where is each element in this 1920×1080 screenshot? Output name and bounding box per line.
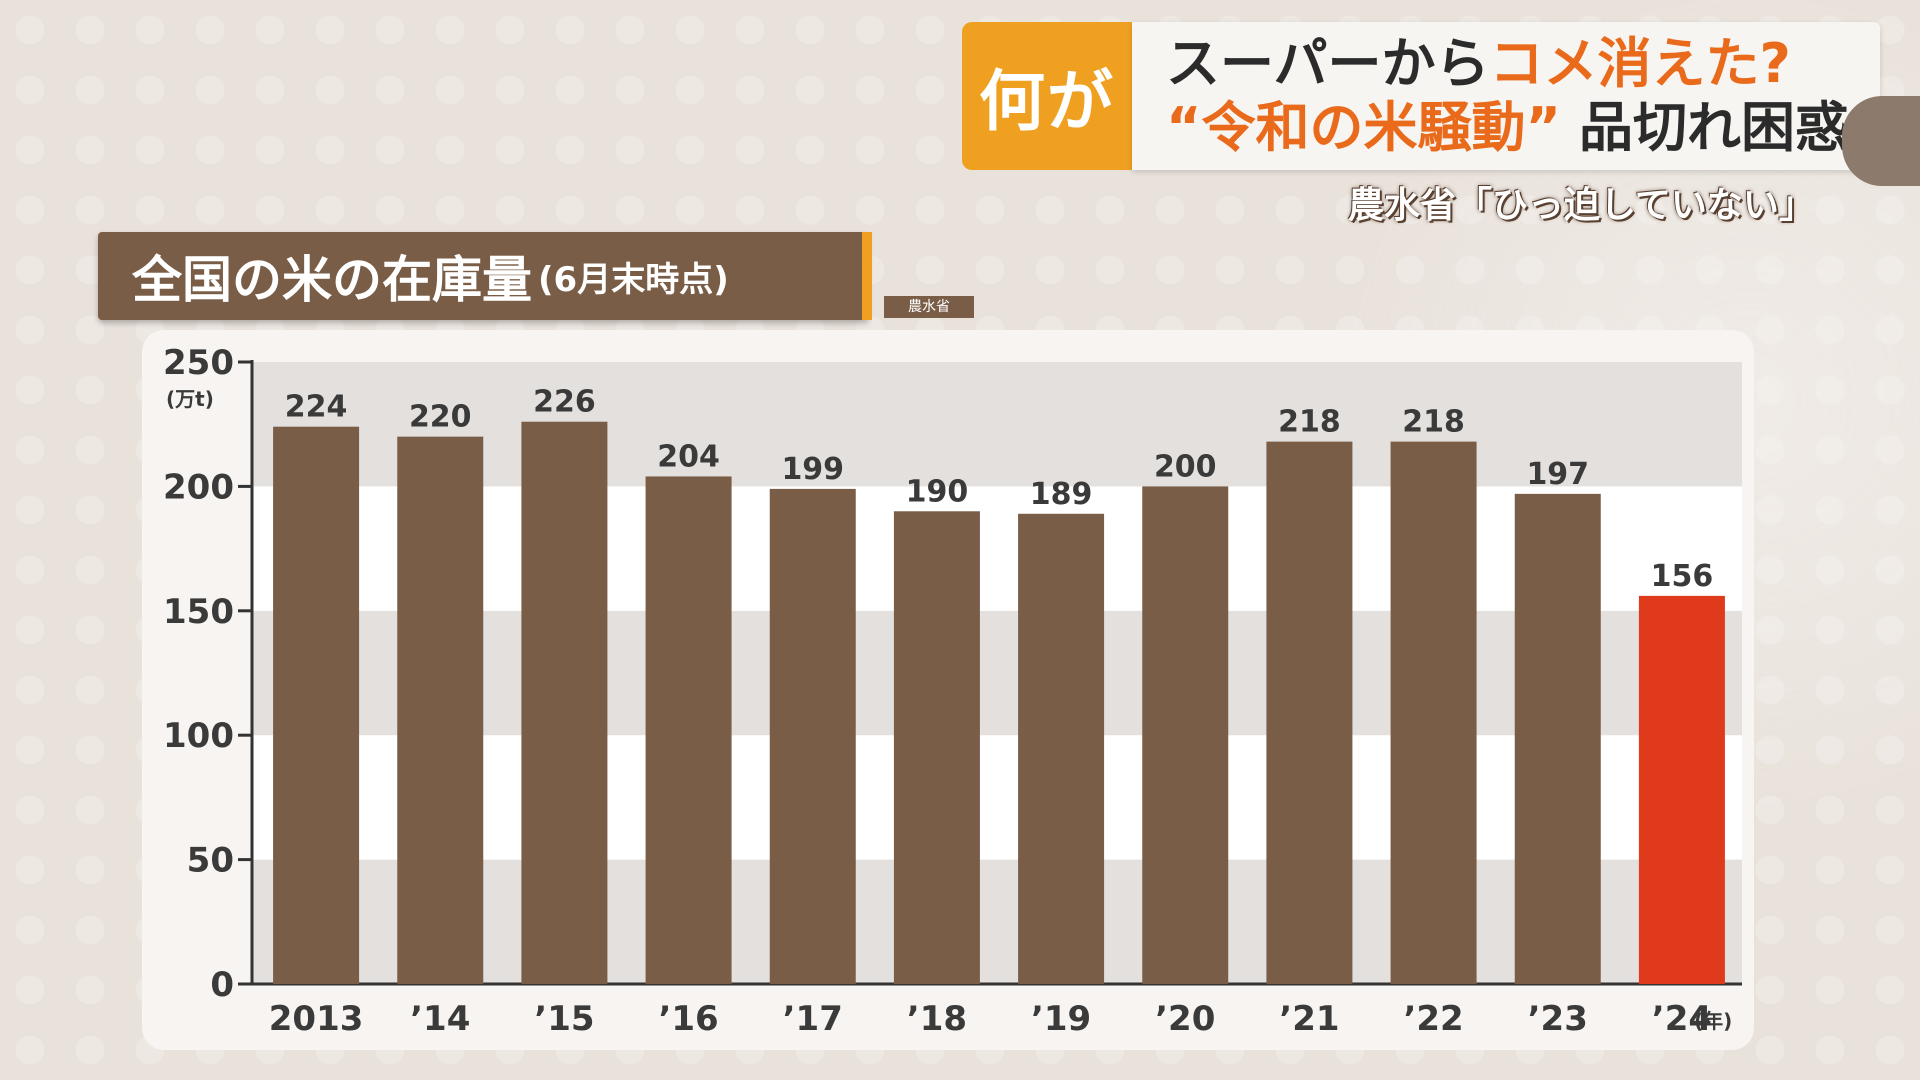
bar-value-label: 200	[1154, 449, 1217, 484]
bar-value-label: 189	[1030, 477, 1093, 512]
x-tick-label: ’22	[1403, 999, 1463, 1039]
bar-value-label: 156	[1651, 559, 1714, 594]
bar	[645, 476, 732, 984]
wood-decoration	[1842, 96, 1920, 186]
bar-value-label: 204	[657, 439, 720, 474]
headline-line1-prefix: スーパーから	[1166, 32, 1490, 95]
x-tick-label: ’21	[1279, 999, 1339, 1039]
grid-band	[252, 486, 1742, 611]
bar-value-label: 197	[1526, 457, 1589, 492]
headline-text: スーパーからコメ消えた? “令和の米騒動” 品切れ困惑	[1132, 22, 1880, 170]
bar	[893, 511, 980, 984]
x-tick-label: ’14	[410, 999, 470, 1039]
bar	[1018, 513, 1105, 984]
x-tick-label: ’15	[534, 999, 594, 1039]
y-tick-label: 50	[187, 841, 234, 881]
bar	[769, 488, 856, 984]
bar	[521, 421, 608, 984]
headline-line1: スーパーからコメ消えた?	[1166, 32, 1880, 96]
x-tick-label: ’18	[907, 999, 967, 1039]
bar-value-label: 218	[1402, 405, 1465, 440]
y-tick-label: 250	[163, 343, 234, 383]
x-tick-label: ’23	[1528, 999, 1588, 1039]
bar-value-label: 226	[533, 385, 596, 420]
grid-band	[252, 859, 1742, 984]
bar-value-label: 220	[409, 400, 472, 435]
grid-band	[252, 735, 1742, 860]
headline-subline: 農水省「ひっ迫していない」	[1348, 185, 1815, 226]
y-axis-unit: (万t)	[166, 387, 214, 411]
y-tick-label: 200	[163, 467, 234, 507]
headline-tag: 何が	[962, 22, 1132, 170]
chart-title: 全国の米の在庫量 (6月末時点)	[98, 232, 868, 320]
x-tick-label: ’16	[658, 999, 718, 1039]
bar-value-label: 190	[906, 474, 969, 509]
chart-source: 農水省	[884, 296, 974, 318]
bar	[1514, 493, 1601, 984]
x-tick-label: ’19	[1031, 999, 1091, 1039]
chart-title-accent	[862, 232, 872, 320]
y-tick-label: 0	[210, 965, 234, 1005]
headline-line2-accent: “令和の米騒動”	[1166, 96, 1561, 159]
x-tick-label: ’17	[783, 999, 843, 1039]
y-tick-label: 100	[163, 716, 234, 756]
bar	[1266, 441, 1353, 985]
chart-title-subtitle: (6月末時点)	[538, 259, 729, 300]
bar	[1638, 595, 1725, 984]
headline-line2: “令和の米騒動” 品切れ困惑	[1166, 96, 1880, 160]
chart-title-main: 全国の米の在庫量	[132, 251, 532, 309]
grid-band	[252, 362, 1742, 487]
bar	[273, 426, 360, 984]
bar	[1390, 441, 1477, 985]
headline-banner: 何が スーパーからコメ消えた? “令和の米騒動” 品切れ困惑	[962, 22, 1880, 170]
bar	[397, 436, 484, 984]
grid-band	[252, 610, 1742, 736]
headline-line2-suffix: 品切れ困惑	[1578, 96, 1849, 159]
headline-line1-accent: コメ消えた?	[1489, 32, 1791, 95]
x-tick-label: ’24	[1652, 999, 1712, 1039]
bar	[1142, 486, 1229, 984]
bar-value-label: 218	[1278, 405, 1341, 440]
bar-value-label: 199	[781, 452, 844, 487]
x-tick-label: 2013	[269, 999, 364, 1039]
bar-value-label: 224	[285, 390, 348, 425]
x-tick-label: ’20	[1155, 999, 1215, 1039]
y-tick-label: 150	[163, 592, 234, 632]
x-axis-unit: (年)	[1694, 1009, 1732, 1033]
